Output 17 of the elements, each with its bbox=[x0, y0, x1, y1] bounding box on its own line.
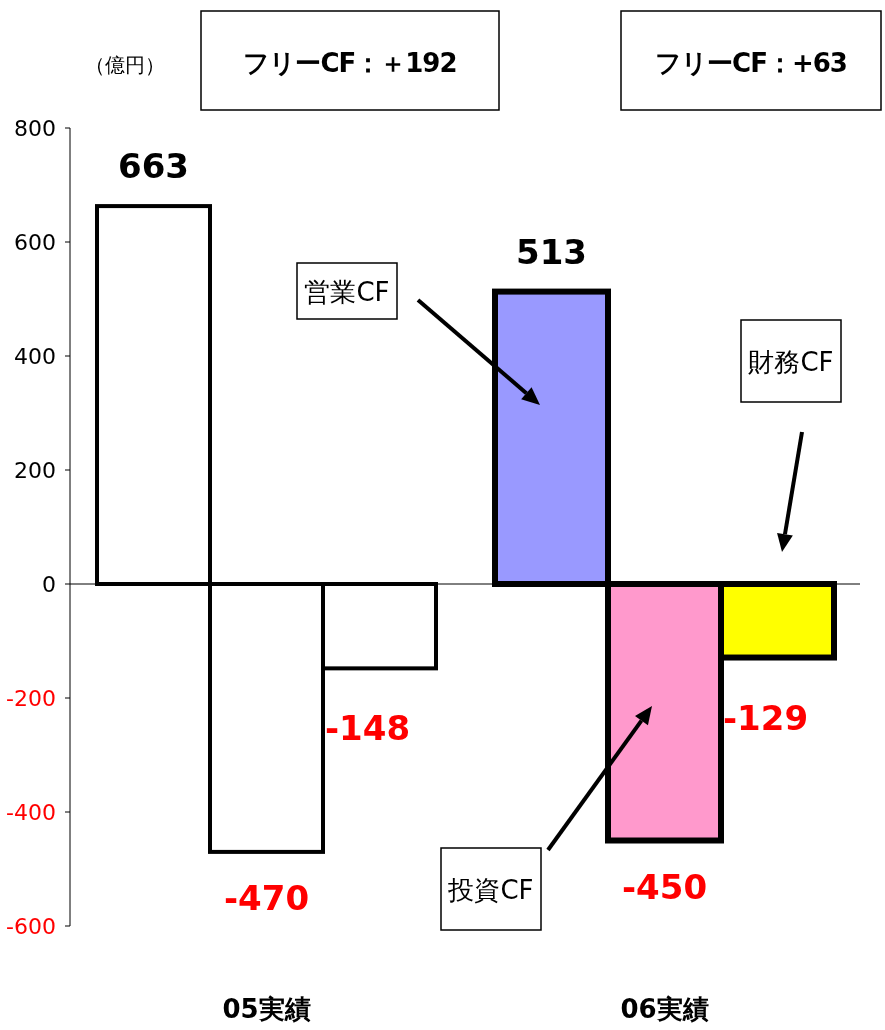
data-label: 513 bbox=[516, 231, 587, 272]
y-axis-title: （億円） bbox=[85, 53, 165, 77]
y-tick-label: -600 bbox=[6, 914, 56, 939]
data-label: 663 bbox=[118, 146, 189, 187]
y-tick-label: 600 bbox=[14, 230, 56, 255]
data-label: -450 bbox=[621, 866, 708, 907]
data-label: -470 bbox=[223, 877, 310, 918]
y-tick-label: -200 bbox=[6, 686, 56, 711]
x-tick-label: 06実績 bbox=[620, 994, 709, 1024]
y-tick-label: 400 bbox=[14, 344, 56, 369]
y-tick-label: 0 bbox=[42, 572, 56, 597]
y-tick-label: 200 bbox=[14, 458, 56, 483]
y-tick-label: -400 bbox=[6, 800, 56, 825]
x-tick-label: 05実績 bbox=[222, 994, 311, 1024]
data-label: -148 bbox=[324, 708, 411, 749]
y-tick-label: 800 bbox=[14, 116, 56, 141]
data-label: -129 bbox=[722, 697, 809, 738]
